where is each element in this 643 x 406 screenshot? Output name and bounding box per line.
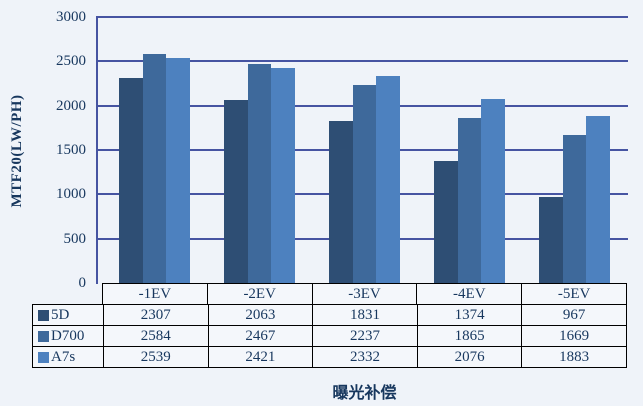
value-cell: 1865 [416, 326, 522, 346]
y-tick-label: 2000 [56, 97, 86, 114]
value-cell: 1374 [416, 305, 522, 325]
bar-5D--4EV [434, 161, 458, 283]
legend-key-A7s: A7s [33, 347, 103, 367]
bar-5D--2EV [224, 100, 248, 283]
bar-A7s--4EV [481, 98, 505, 283]
category-label: -2EV [206, 284, 312, 304]
legend-swatch-icon [38, 330, 49, 342]
value-cell: 2539 [103, 347, 208, 367]
value-cell: 2237 [312, 326, 417, 346]
bar-A7s--5EV [586, 116, 610, 283]
grid-line [97, 16, 628, 18]
value-cell: 2076 [416, 347, 522, 367]
table-row-A7s: A7s 2539 2421 2332 2076 1883 [33, 346, 626, 367]
bar-5D--5EV [539, 197, 563, 283]
y-tick-label: 3000 [56, 9, 86, 25]
bar-5D--1EV [119, 78, 143, 283]
value-cell: 1883 [521, 347, 626, 367]
category-label: -1EV [138, 286, 172, 302]
value-cell: 2332 [312, 347, 417, 367]
category-label: -3EV [311, 284, 417, 304]
value-cell: 2421 [207, 347, 313, 367]
value-cell: 967 [521, 305, 626, 325]
legend-swatch-icon [38, 351, 49, 363]
bar-D700--1EV [142, 53, 167, 283]
value-cell: 2467 [207, 326, 313, 346]
value-cell: 1669 [521, 326, 626, 346]
category-label: -5EV [521, 284, 626, 304]
y-tick-label: 0 [78, 275, 87, 291]
y-tick-label: 500 [63, 230, 87, 247]
category-label: -4EV [416, 284, 521, 304]
series-name: 5D [51, 306, 70, 323]
y-tick-label: 1000 [56, 186, 86, 203]
bar-5D--3EV [329, 120, 353, 283]
bar-D700--2EV [247, 64, 272, 283]
category-header-row: -1EV -2EV -3EV -4EV -5EV [102, 283, 627, 305]
y-tick-label: 2500 [56, 53, 86, 70]
table-row-5D: 5D 2307 2063 1831 1374 967 [33, 305, 626, 325]
bar-A7s--1EV [166, 57, 190, 283]
series-name: A7s [51, 348, 76, 365]
x-axis-title: 曝光补偿 [332, 385, 397, 402]
y-tick-label: 1500 [56, 142, 86, 158]
legend-swatch-icon [38, 309, 49, 321]
bar-A7s--3EV [376, 76, 400, 283]
value-cell: 2063 [207, 305, 313, 325]
data-table: 5D 2307 2063 1831 1374 967 D700 2584 2467 2237 186… [32, 304, 627, 368]
value-cell: 2307 [103, 305, 208, 325]
bar-A7s--2EV [271, 68, 295, 283]
bar-D700--4EV [457, 117, 482, 283]
y-axis-title: MTF20(LW/PH) [9, 94, 25, 208]
legend-key-D700: D700 [33, 326, 103, 346]
table-row-D700: D700 2584 2467 2237 1865 1669 [33, 325, 626, 346]
legend-key-5D: 5D [33, 305, 103, 325]
grid-line [97, 60, 628, 63]
bar-D700--5EV [562, 135, 587, 283]
value-cell: 2584 [103, 326, 208, 346]
series-name: D700 [51, 327, 85, 344]
value-cell: 1831 [312, 305, 417, 325]
bar-D700--3EV [352, 84, 377, 283]
